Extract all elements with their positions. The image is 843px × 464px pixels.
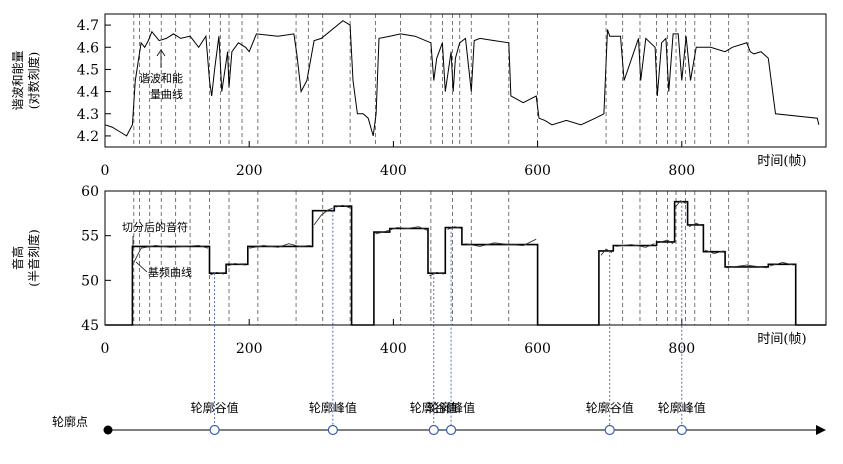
top-ytick-label: 4.6 xyxy=(77,40,99,56)
pitch-curve-segment xyxy=(313,207,333,226)
top-ytick-label: 4.4 xyxy=(77,85,99,101)
bottom-xtick-label: 800 xyxy=(668,341,695,357)
bottom-x-axis-label: 时间(帧) xyxy=(757,332,806,347)
segmented-notes-line xyxy=(105,200,826,326)
pitch-curve-segment xyxy=(227,262,246,267)
contour-point xyxy=(209,424,220,436)
pitch-curve-segment xyxy=(335,204,351,209)
bottom-ytick-label: 60 xyxy=(81,184,99,200)
pitch-annotation-pointer xyxy=(135,261,148,273)
top-xtick-label: 0 xyxy=(101,163,110,179)
bottom-y-axis-label: 音高 xyxy=(10,246,25,270)
pitch-curve-segment xyxy=(704,249,724,254)
contour-point xyxy=(676,424,687,436)
contour-point-label: 轮廓谷值 xyxy=(586,400,634,415)
pitch-curve-segment xyxy=(615,243,655,248)
contour-point-label: 轮廓谷值 xyxy=(191,400,239,415)
top-xtick-label: 600 xyxy=(524,163,551,179)
bottom-ytick-label: 55 xyxy=(81,229,99,245)
contour-point-label: 轮廓峰值 xyxy=(427,400,475,415)
pitch-curve-segment xyxy=(769,262,794,267)
bottom-xtick-label: 400 xyxy=(380,341,407,357)
bottom-chart: 0 200 400 600 800 45 50 55 60 时间(帧) 音高 (半音刻度) 切分后的音符… xyxy=(10,184,827,357)
contour-point xyxy=(327,424,338,436)
bottom-plot-frame xyxy=(104,190,827,326)
top-x-axis-label: 时间(帧) xyxy=(757,154,806,169)
pitch-annotation: 基频曲线 xyxy=(148,265,192,279)
pitch-curve-segment xyxy=(674,200,687,208)
pitch-curve-segment xyxy=(375,226,428,235)
pitch-curve-segment xyxy=(133,245,209,263)
bottom-y-axis-label: (半音刻度) xyxy=(26,229,41,286)
pitch-curve-segment xyxy=(249,243,311,249)
bottom-ytick-label: 45 xyxy=(81,318,99,334)
harmonic-annotation: 量曲线 xyxy=(150,87,183,101)
pitch-curve-segment xyxy=(726,264,767,269)
top-plot-frame xyxy=(104,13,827,148)
contour-axis-origin xyxy=(103,425,113,435)
harmonic-energy-line xyxy=(104,20,820,137)
top-xtick-label: 200 xyxy=(236,163,263,179)
bottom-xtick-label: 600 xyxy=(524,341,551,357)
pitch-curve-segment xyxy=(210,271,225,276)
top-ytick-label: 4.3 xyxy=(77,107,99,123)
contour-point xyxy=(445,424,457,436)
contour-axis-label: 轮廓点 xyxy=(52,414,88,429)
bottom-xtick-label: 0 xyxy=(101,341,110,357)
contour-point-label: 轮廓峰值 xyxy=(309,400,357,415)
contour-point xyxy=(604,424,615,436)
pitch-curve-segment xyxy=(447,226,462,230)
pitch-curve-segment xyxy=(600,248,613,256)
top-xtick-label: 400 xyxy=(380,163,407,179)
contour-axis-arrowhead xyxy=(816,425,826,435)
top-ytick-label: 4.2 xyxy=(77,129,99,145)
bottom-ytick-label: 50 xyxy=(81,273,99,289)
pitch-curve-segment xyxy=(657,239,674,245)
top-xtick-label: 800 xyxy=(668,163,695,179)
contour-point-label: 轮廓谷值 xyxy=(410,400,458,415)
pitch-curve-segment xyxy=(465,238,537,247)
contour-point-label: 轮廓峰值 xyxy=(658,400,706,415)
bottom-xtick-label: 200 xyxy=(236,341,263,357)
top-ytick-label: 4.7 xyxy=(77,18,99,34)
top-y-axis-label: 谐波和能量 xyxy=(11,50,25,110)
harmonic-annotation: 谐波和能 xyxy=(139,71,183,85)
contour-point xyxy=(428,424,439,436)
top-ytick-label: 4.5 xyxy=(77,62,99,78)
pitch-curve-segment xyxy=(429,271,445,277)
harmonic-annotation-arrowhead xyxy=(156,49,166,57)
pitch-curve-segment xyxy=(688,222,703,228)
top-chart: 0 200 400 600 800 4.2 4.3 4.4 4.5 4.6 4.7 时间(帧) 谐波和能… xyxy=(11,13,827,179)
notes-annotation: 切分后的音符 xyxy=(122,220,188,234)
top-y-axis-label: (对数刻度) xyxy=(26,52,41,109)
